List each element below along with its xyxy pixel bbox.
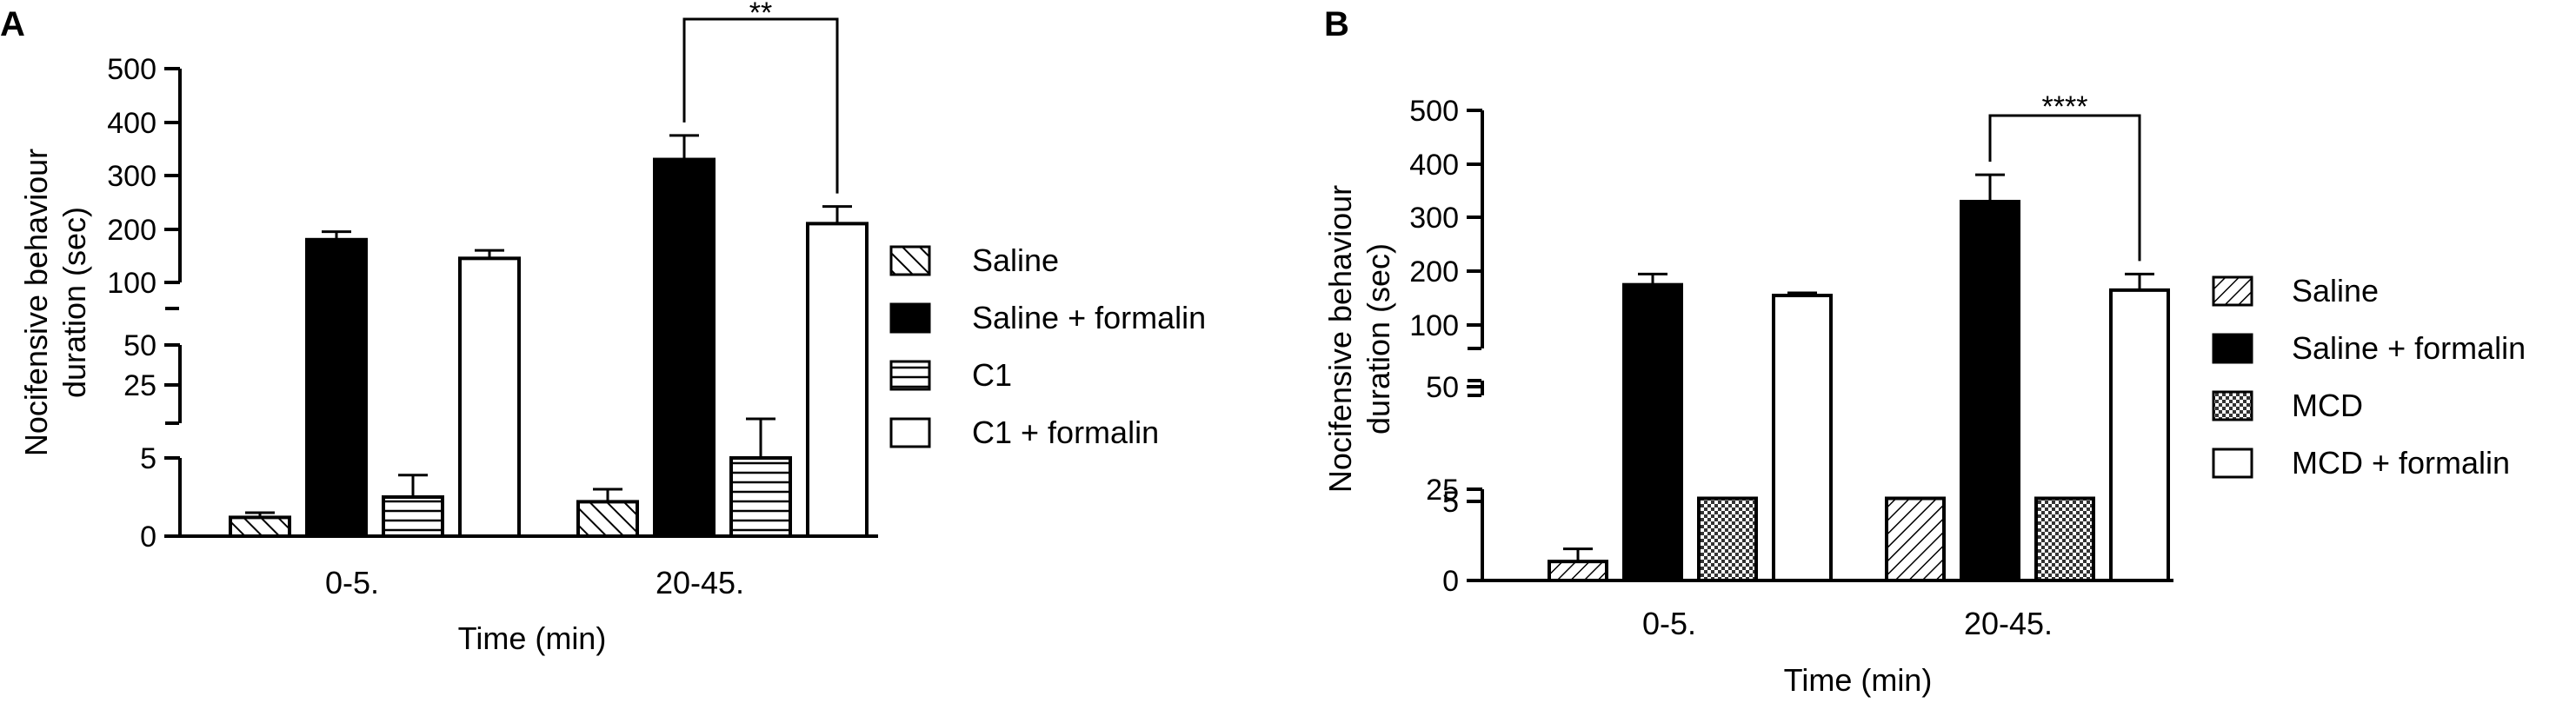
legend-swatch (2212, 390, 2253, 421)
significance-bracket (682, 17, 839, 194)
x-axis-label: Time (min) (1784, 662, 1933, 698)
y-tick-label: 25 (1426, 474, 1459, 507)
bar (576, 500, 639, 539)
legend-label: Saline + formalin (2292, 330, 2526, 366)
y-axis-label-line: duration (sec) (1361, 243, 1396, 434)
x-tick-label: 0-5. (1642, 606, 1696, 641)
y-axis-label-line: duration (sec) (57, 207, 92, 398)
legend-swatch (889, 417, 931, 448)
bar (1960, 199, 2020, 582)
bar (2034, 496, 2095, 582)
y-tick-label: 0 (1442, 565, 1459, 598)
panel-label: A (0, 5, 25, 43)
y-tick-label: 0 (140, 521, 156, 554)
legend-label: Saline (2292, 273, 2379, 308)
bar (1548, 560, 1608, 582)
legend-label: C1 + formalin (972, 415, 1159, 450)
legend-label: Saline + formalin (972, 300, 1206, 335)
legend-swatch (2212, 275, 2253, 307)
legend-label: MCD (2292, 388, 2363, 423)
y-tick-label: 300 (1409, 202, 1459, 235)
legend-label: MCD + formalin (2292, 445, 2510, 481)
y-axis-label-line: Nocifensive behaviour (18, 149, 54, 456)
y-tick-label: 25 (123, 369, 156, 402)
y-tick-label: 5 (140, 442, 156, 475)
bar (1622, 282, 1683, 582)
bar (2109, 288, 2170, 582)
y-tick-label: 100 (107, 267, 156, 300)
y-tick-label: 200 (1409, 255, 1459, 288)
panel-a: A 0 5 25 50 100 200 300 400 500 0-5. 20-45. Time (mi… (0, 0, 1206, 656)
bar (729, 456, 792, 538)
significance-label: ** (749, 0, 772, 30)
y-tick-label: 500 (1409, 95, 1459, 128)
bar (806, 222, 869, 538)
y-axis-label: Nocifensive behaviourduration (sec) (18, 149, 92, 456)
y-tick-label: 200 (107, 214, 156, 247)
legend-label: C1 (972, 357, 1012, 393)
bar (1772, 294, 1833, 582)
bar (305, 237, 368, 538)
bar (458, 256, 521, 538)
legend-swatch (889, 245, 931, 276)
bar (382, 495, 444, 538)
bar (1885, 496, 1946, 582)
y-tick-label: 300 (107, 160, 156, 193)
y-axis-label-line: Nocifensive behaviour (1322, 185, 1358, 493)
legend-swatch (889, 302, 931, 334)
y-tick-label: 400 (1409, 149, 1459, 182)
bar (653, 157, 716, 539)
legend-swatch (2212, 333, 2253, 364)
significance-label: **** (2042, 90, 2088, 123)
y-axis-label: Nocifensive behaviourduration (sec) (1322, 185, 1396, 493)
x-tick-label: 0-5. (325, 565, 379, 600)
x-tick-label: 20-45. (1964, 606, 2053, 641)
y-tick-label: 50 (123, 329, 156, 362)
legend-swatch (2212, 448, 2253, 479)
legend-swatch (889, 360, 931, 391)
y-tick-label: 50 (1426, 371, 1459, 404)
x-axis-label: Time (min) (458, 620, 607, 656)
y-tick-label: 5 (1442, 486, 1459, 519)
bar (1697, 496, 1758, 582)
significance-bracket (1988, 114, 2141, 262)
y-tick-label: 400 (107, 107, 156, 140)
panel-label: B (1324, 5, 1349, 43)
y-tick-label: 100 (1409, 309, 1459, 342)
bar (229, 515, 291, 539)
panel-b: B 0 525 50 100 200 300 400 500 0-5. 20-45. Time (mi… (1322, 5, 2526, 698)
legend-label: Saline (972, 242, 1059, 278)
y-tick-label: 500 (107, 53, 156, 86)
x-tick-label: 20-45. (656, 565, 744, 600)
